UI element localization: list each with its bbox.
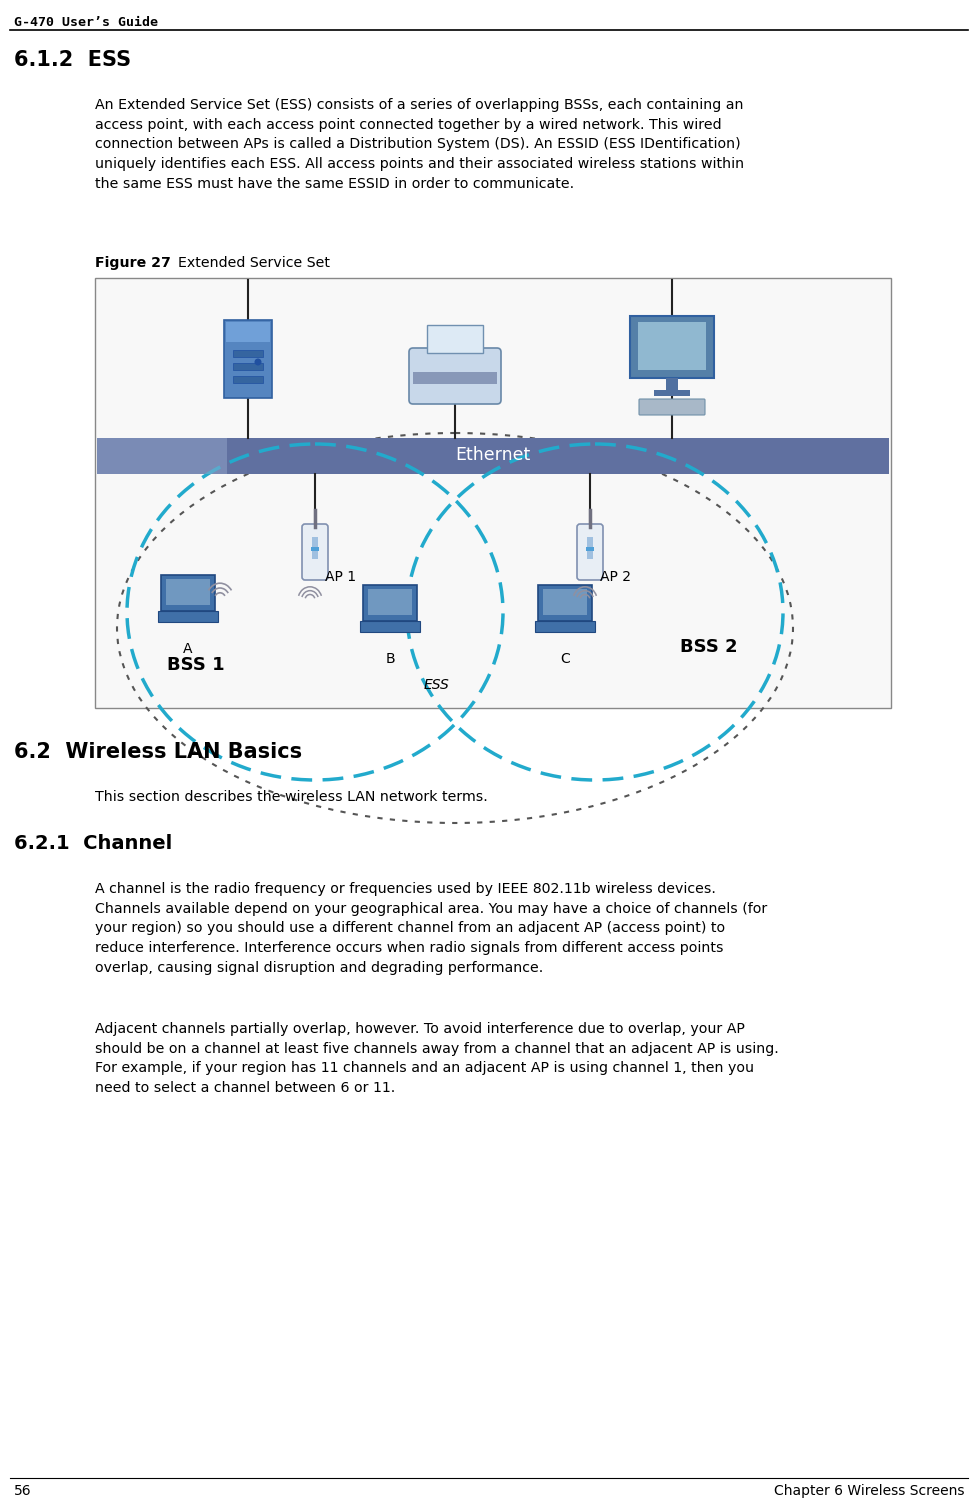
Text: Ethernet: Ethernet xyxy=(455,446,531,464)
Text: C: C xyxy=(560,652,570,666)
Bar xyxy=(654,389,690,395)
Bar xyxy=(95,278,890,708)
Text: B: B xyxy=(385,652,395,666)
Text: 6.1.2  ESS: 6.1.2 ESS xyxy=(14,50,131,71)
Text: AP 1: AP 1 xyxy=(324,570,356,585)
Bar xyxy=(412,373,496,383)
Text: An Extended Service Set (ESS) consists of a series of overlapping BSSs, each con: An Extended Service Set (ESS) consists o… xyxy=(95,98,743,191)
FancyBboxPatch shape xyxy=(537,585,591,621)
FancyBboxPatch shape xyxy=(638,398,704,415)
FancyBboxPatch shape xyxy=(629,316,713,377)
Bar xyxy=(360,621,419,631)
Text: 56: 56 xyxy=(14,1483,31,1498)
Text: Adjacent channels partially overlap, however. To avoid interference due to overl: Adjacent channels partially overlap, how… xyxy=(95,1022,778,1096)
FancyBboxPatch shape xyxy=(408,349,500,404)
FancyBboxPatch shape xyxy=(302,525,327,580)
Text: This section describes the wireless LAN network terms.: This section describes the wireless LAN … xyxy=(95,791,488,804)
Bar xyxy=(233,364,263,370)
Bar xyxy=(367,589,411,615)
Bar xyxy=(233,376,263,383)
Text: 6.2  Wireless LAN Basics: 6.2 Wireless LAN Basics xyxy=(14,742,302,762)
Bar xyxy=(97,437,888,473)
Text: BSS 2: BSS 2 xyxy=(679,637,737,655)
FancyBboxPatch shape xyxy=(224,320,272,398)
Bar xyxy=(97,437,227,473)
Bar xyxy=(586,537,592,559)
FancyBboxPatch shape xyxy=(576,525,603,580)
Text: ESS: ESS xyxy=(424,678,449,691)
Bar xyxy=(665,377,677,389)
Circle shape xyxy=(254,359,261,365)
Text: Chapter 6 Wireless Screens: Chapter 6 Wireless Screens xyxy=(773,1483,963,1498)
Bar xyxy=(311,547,319,552)
Bar xyxy=(637,322,705,370)
Text: G-470 User’s Guide: G-470 User’s Guide xyxy=(14,17,158,29)
FancyBboxPatch shape xyxy=(362,585,416,621)
Text: BSS 1: BSS 1 xyxy=(167,655,225,673)
Bar xyxy=(585,547,593,552)
Bar xyxy=(233,350,263,358)
Bar xyxy=(158,612,218,622)
Bar xyxy=(226,322,270,343)
Bar xyxy=(534,621,594,631)
FancyBboxPatch shape xyxy=(161,576,215,612)
Text: Figure 27: Figure 27 xyxy=(95,256,171,271)
Text: A: A xyxy=(183,642,192,655)
Text: 6.2.1  Channel: 6.2.1 Channel xyxy=(14,834,172,854)
Text: A channel is the radio frequency or frequencies used by IEEE 802.11b wireless de: A channel is the radio frequency or freq… xyxy=(95,882,767,975)
Text: AP 2: AP 2 xyxy=(599,570,630,585)
Text: Extended Service Set: Extended Service Set xyxy=(178,256,329,271)
Bar xyxy=(166,579,210,606)
Bar xyxy=(542,589,586,615)
Bar xyxy=(312,537,318,559)
FancyBboxPatch shape xyxy=(427,325,483,353)
